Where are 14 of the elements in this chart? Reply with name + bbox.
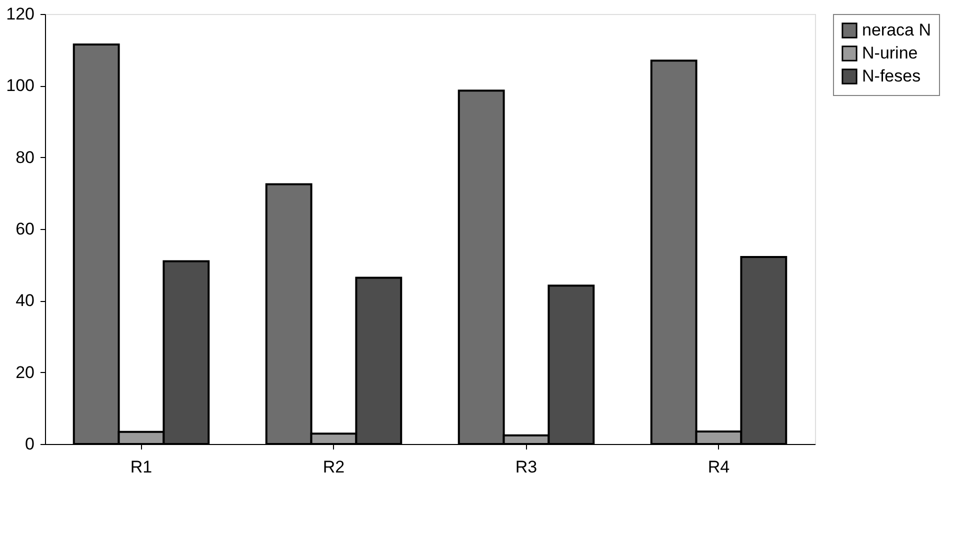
legend-label: N-urine [862,44,918,62]
x-tick-label: R1 [130,458,152,476]
legend-label: neraca N [862,20,931,40]
x-tick-label: R3 [515,458,538,476]
y-tick-label: 0 [25,434,34,454]
y-tick-label: 20 [16,362,34,382]
x-tick-label: R2 [322,458,345,476]
x-tick-label: R4 [708,458,730,476]
y-tick-label: 60 [16,220,34,238]
y-tick-label: 120 [6,4,34,24]
y-tick-label: 40 [16,291,34,310]
legend-label: N-feses [862,66,921,86]
y-tick-label: 100 [6,76,34,96]
y-tick-label: 80 [16,148,34,167]
